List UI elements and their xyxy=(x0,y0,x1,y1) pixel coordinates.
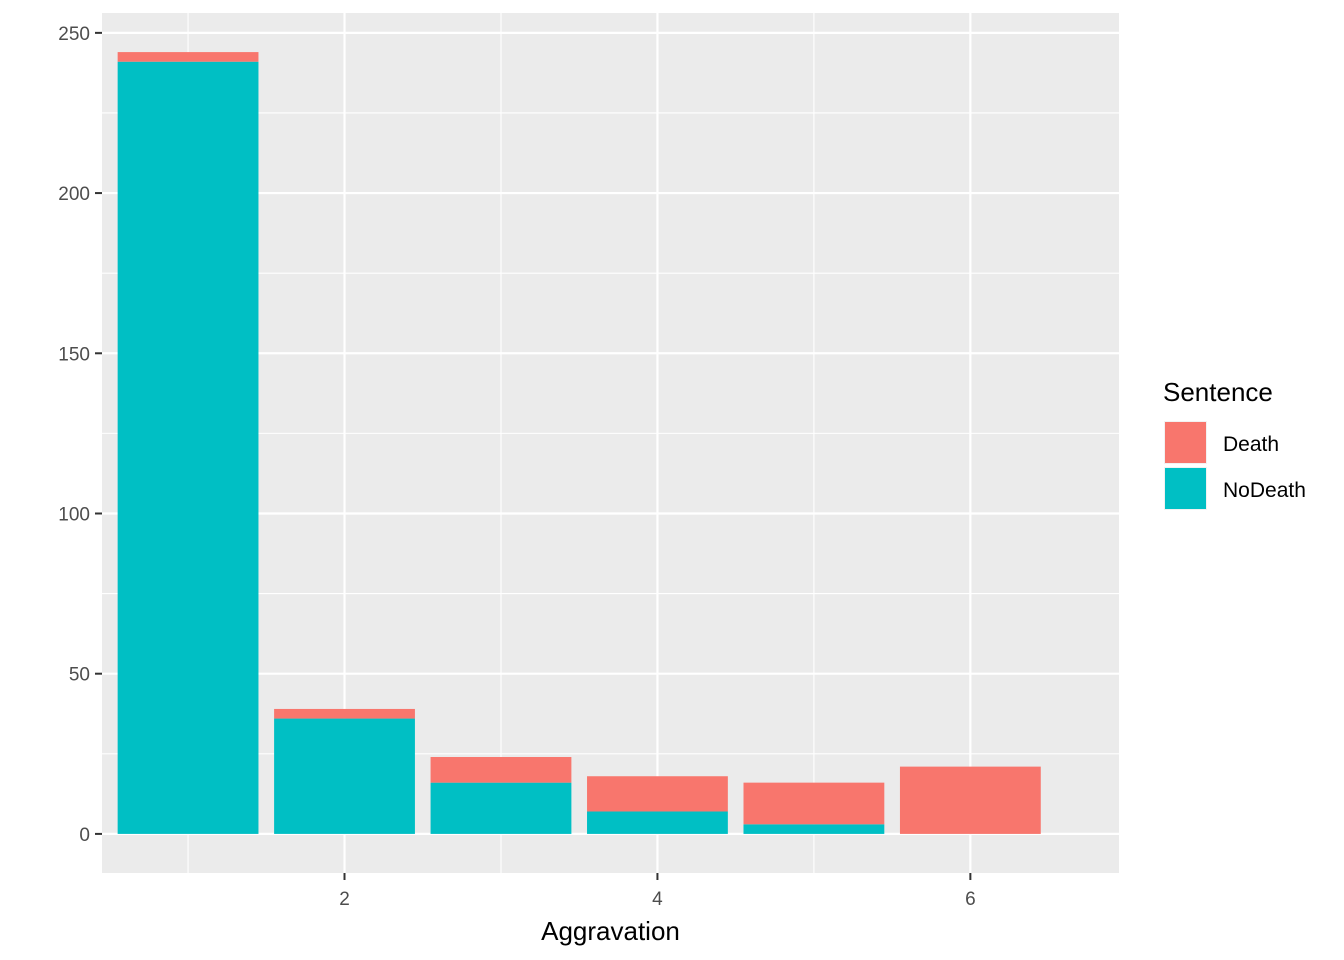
legend-label-death: Death xyxy=(1223,433,1279,456)
y-tick-label: 200 xyxy=(58,184,90,205)
legend-swatch-nodeath xyxy=(1165,468,1206,509)
bar-death-5 xyxy=(743,782,885,825)
x-tick-label: 6 xyxy=(965,889,976,910)
y-tick-label: 150 xyxy=(58,344,90,365)
bar-nodeath-4 xyxy=(587,811,728,834)
bar-death-4 xyxy=(587,776,728,812)
y-tick-label: 0 xyxy=(79,825,90,846)
bar-nodeath-3 xyxy=(430,782,572,834)
bars xyxy=(117,52,1041,834)
y-tick-label: 100 xyxy=(58,504,90,525)
legend-title: Sentence xyxy=(1163,377,1273,407)
legend-swatch-death xyxy=(1165,422,1206,463)
major-gridlines xyxy=(102,13,1119,873)
bar-death-1 xyxy=(117,52,259,62)
legend: Sentence Death NoDeath xyxy=(1163,377,1306,510)
x-axis: 2 4 6 xyxy=(339,873,976,910)
y-tick-label: 250 xyxy=(58,24,90,45)
x-axis-title: Aggravation xyxy=(541,916,680,946)
bar-nodeath-1 xyxy=(117,61,259,834)
x-tick-label: 2 xyxy=(339,889,350,910)
legend-label-nodeath: NoDeath xyxy=(1223,479,1306,502)
bar-nodeath-2 xyxy=(274,718,415,834)
y-tick-label: 50 xyxy=(69,665,90,686)
bar-death-3 xyxy=(430,757,572,783)
x-tick-label: 4 xyxy=(652,889,663,910)
plot-panel xyxy=(102,13,1119,873)
y-axis: 0 50 100 150 200 250 xyxy=(58,24,102,846)
bar-death-6 xyxy=(899,766,1041,834)
bar-death-2 xyxy=(274,708,415,719)
bar-nodeath-5 xyxy=(743,824,885,834)
